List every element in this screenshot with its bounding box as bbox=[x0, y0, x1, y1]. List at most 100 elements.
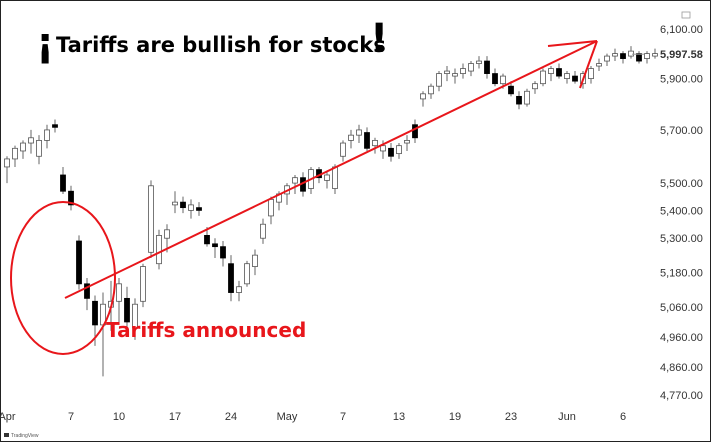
candle bbox=[620, 51, 626, 64]
candle-body-up bbox=[44, 129, 50, 141]
candle-body-down bbox=[68, 190, 74, 206]
candle bbox=[556, 63, 562, 79]
candle-body-up bbox=[532, 83, 538, 90]
candle bbox=[612, 48, 618, 62]
candle bbox=[60, 166, 66, 194]
candle-body-up bbox=[628, 50, 634, 57]
x-tick-label: 7 bbox=[340, 411, 346, 423]
candle bbox=[404, 135, 410, 151]
candle bbox=[572, 71, 578, 84]
y-tick-label: 5,300.00 bbox=[660, 233, 703, 245]
candle-body-up bbox=[356, 129, 362, 136]
candle-body-down bbox=[124, 297, 130, 323]
candle bbox=[180, 196, 186, 214]
candle bbox=[516, 91, 522, 110]
candle-body-down bbox=[204, 235, 210, 245]
candle bbox=[532, 81, 538, 94]
candle-body-up bbox=[292, 177, 298, 184]
candle bbox=[116, 278, 122, 325]
candle bbox=[596, 58, 602, 72]
candle-body-up bbox=[540, 70, 546, 85]
candle-body-down bbox=[76, 240, 82, 285]
candle-body-down bbox=[228, 263, 234, 293]
x-tick-label: 6 bbox=[620, 411, 626, 423]
candle bbox=[212, 238, 218, 258]
candle-body-down bbox=[508, 85, 514, 95]
x-axis: Apr 7 10 17 24 May 7 13 19 23 Jun 6 bbox=[0, 411, 626, 423]
candle-body-up bbox=[268, 199, 274, 217]
candle bbox=[564, 71, 570, 84]
candle-body-up bbox=[372, 140, 378, 147]
x-tick-label: May bbox=[277, 411, 298, 423]
candle-body-up bbox=[20, 142, 26, 152]
candle-body-up bbox=[340, 142, 346, 157]
candle bbox=[196, 202, 202, 216]
highlight-ellipse bbox=[10, 201, 116, 355]
candle bbox=[188, 199, 194, 219]
candle-body-up bbox=[460, 68, 466, 74]
candle bbox=[52, 119, 58, 133]
candle bbox=[444, 66, 450, 82]
candle-body-down bbox=[636, 53, 642, 62]
y-tick-label: 4,860.00 bbox=[660, 362, 703, 374]
candle bbox=[268, 196, 274, 225]
candle-body-up bbox=[588, 68, 594, 80]
y-tick-label: 4,960.00 bbox=[660, 332, 703, 344]
candle-body-down bbox=[180, 201, 186, 209]
candle bbox=[388, 143, 394, 162]
candle bbox=[100, 292, 106, 377]
candle-body-up bbox=[476, 60, 482, 64]
candle-body-up bbox=[28, 137, 34, 144]
x-tick-label: Apr bbox=[0, 411, 16, 423]
candle-body-down bbox=[92, 300, 98, 326]
candle bbox=[76, 235, 82, 290]
candle-body-up bbox=[244, 263, 250, 285]
candle-body-up bbox=[252, 254, 258, 267]
candle-body-up bbox=[396, 145, 402, 155]
x-tick-label: 23 bbox=[505, 411, 517, 423]
settings-icon[interactable] bbox=[681, 11, 691, 19]
candle bbox=[292, 174, 298, 194]
candle bbox=[84, 278, 90, 311]
candle-body-down bbox=[220, 246, 226, 259]
candle bbox=[636, 51, 642, 64]
candle bbox=[628, 46, 634, 59]
y-tick-label: 4,770.00 bbox=[660, 390, 703, 402]
x-tick-label: 7 bbox=[68, 411, 74, 423]
candle bbox=[36, 135, 42, 165]
candle bbox=[140, 263, 146, 308]
candle-body-up bbox=[644, 53, 650, 59]
x-tick-label: Jun bbox=[558, 411, 576, 423]
title-exclamation: ! bbox=[370, 16, 388, 62]
candle-body-down bbox=[556, 68, 562, 77]
candle bbox=[452, 68, 458, 84]
candle bbox=[244, 260, 250, 287]
candle-body-up bbox=[140, 266, 146, 302]
candle bbox=[644, 51, 650, 64]
candle-body-up bbox=[332, 166, 338, 189]
candle-body-down bbox=[492, 73, 498, 85]
candle bbox=[260, 218, 266, 244]
y-axis: 6,100.00 5,900.00 5,700.00 5,500.00 5,400.00… bbox=[632, 24, 703, 402]
candle-body-up bbox=[596, 63, 602, 67]
y-tick-label: 5,400.00 bbox=[660, 205, 703, 217]
candle-body-up bbox=[236, 286, 242, 293]
candle bbox=[44, 124, 50, 149]
candle-body-down bbox=[52, 124, 58, 128]
candle bbox=[172, 191, 178, 214]
candle bbox=[220, 241, 226, 267]
candle bbox=[228, 255, 234, 302]
candle bbox=[348, 129, 354, 149]
candle-body-up bbox=[172, 201, 178, 206]
title-inverted-exclamation: ¡ bbox=[36, 20, 54, 66]
candle-body-up bbox=[4, 158, 10, 168]
candle bbox=[484, 56, 490, 79]
footer-text: TradingView bbox=[11, 433, 39, 439]
candle bbox=[604, 53, 610, 67]
candle bbox=[396, 143, 402, 159]
candle-body-up bbox=[452, 73, 458, 77]
candle bbox=[124, 286, 130, 328]
candle bbox=[524, 88, 530, 107]
candle-body-up bbox=[148, 185, 154, 253]
